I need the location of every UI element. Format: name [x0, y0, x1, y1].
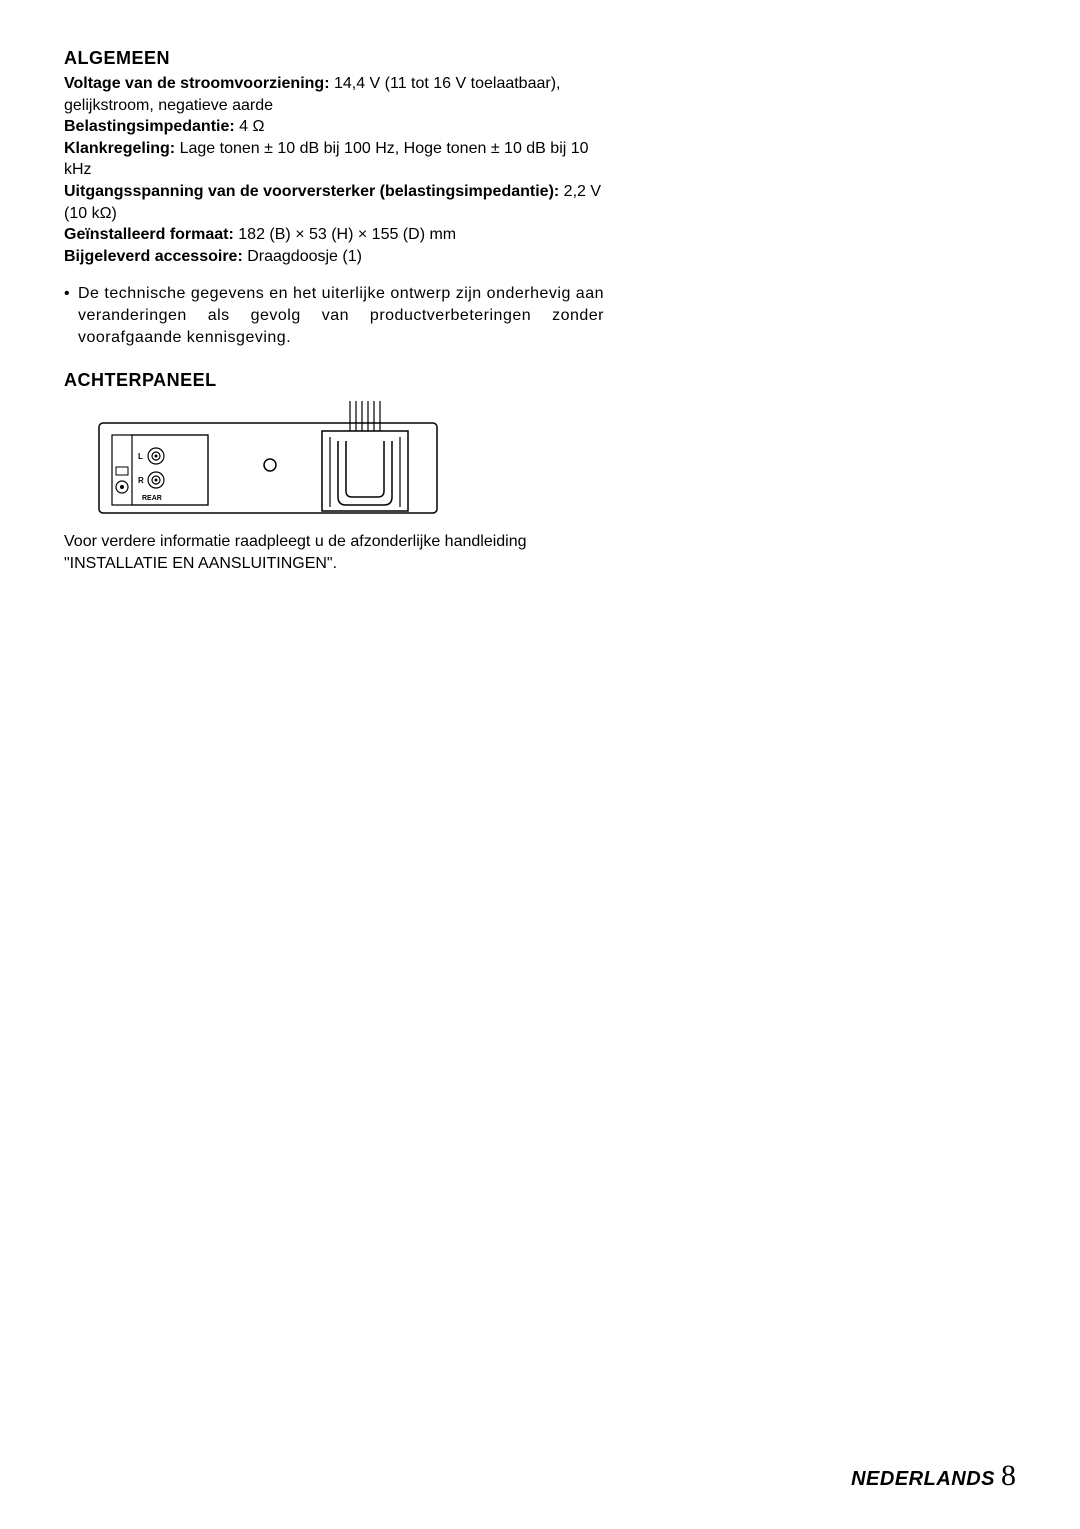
impedance-value: 4 Ω: [235, 118, 265, 135]
tone-label: Klankregeling:: [64, 140, 175, 157]
rear-panel-svg: L R REAR: [98, 401, 438, 521]
label-rear: REAR: [142, 495, 162, 502]
label-R: R: [138, 476, 144, 485]
note-text: De technische gegevens en het uiterlijke…: [78, 283, 604, 348]
section-heading-algemeen: ALGEMEEN: [64, 48, 604, 69]
accessory-value: Draagdoosje (1): [243, 248, 362, 265]
section-heading-achterpaneel: ACHTERPANEEL: [64, 370, 604, 391]
note-row: • De technische gegevens en het uiterlij…: [64, 283, 604, 348]
accessory-label: Bijgeleverd accessoire:: [64, 248, 243, 265]
voltage-label: Voltage van de stroomvoorziening:: [64, 75, 330, 92]
size-value: 182 (B) × 53 (H) × 155 (D) mm: [234, 226, 456, 243]
rear-panel-diagram: L R REAR: [98, 401, 604, 521]
specs-block: Voltage van de stroomvoorziening: 14,4 V…: [64, 73, 604, 267]
bullet-icon: •: [64, 283, 78, 348]
label-L: L: [138, 452, 143, 461]
page-footer: NEDERLANDS 8: [851, 1459, 1016, 1493]
footer-language: NEDERLANDS: [851, 1468, 995, 1490]
preamp-label: Uitgangsspanning van de voorversterker (…: [64, 183, 559, 200]
achterpaneel-footnote: Voor verdere informatie raadpleegt u de …: [64, 531, 604, 574]
footer-page-number: 8: [1001, 1459, 1016, 1492]
impedance-label: Belastingsimpedantie:: [64, 118, 235, 135]
size-label: Geïnstalleerd formaat:: [64, 226, 234, 243]
